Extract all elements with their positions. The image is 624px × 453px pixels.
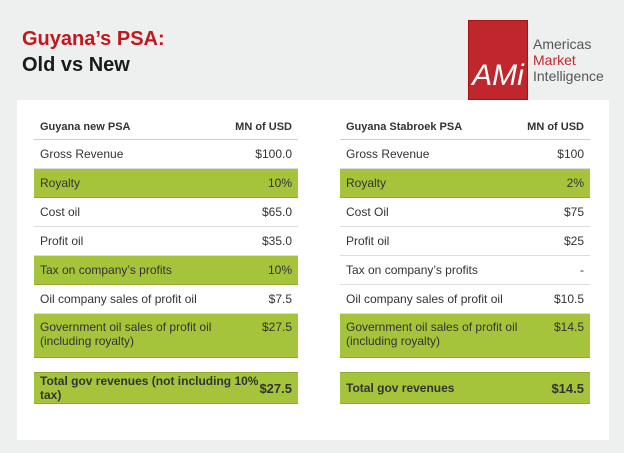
row-value: $100.0	[255, 147, 292, 161]
table-header: Guyana Stabroek PSA MN of USD	[340, 114, 590, 140]
row-value: $25	[563, 234, 584, 248]
row-label: Tax on company’s profits	[40, 263, 172, 277]
table-row: Cost Oil $75	[340, 198, 590, 227]
row-value: 10%	[267, 263, 292, 277]
logo-mark: AMi	[468, 20, 528, 100]
row-value: $14.5	[553, 320, 584, 334]
row-label: Royalty	[40, 176, 81, 190]
row-label: Government oil sales of profit oil (incl…	[40, 320, 212, 348]
title-line-1: Guyana’s PSA:	[22, 28, 165, 50]
page-title: Guyana’s PSA: Old vs New	[22, 26, 165, 78]
comparison-panel: Guyana new PSA MN of USD Gross Revenue $100…	[17, 100, 609, 440]
header-label: Guyana new PSA	[40, 120, 131, 133]
total-row: Total gov revenues (not including 10% ta…	[34, 372, 298, 404]
row-value: -	[580, 263, 584, 277]
table-row: Oil company sales of profit oil $7.5	[34, 285, 298, 314]
row-label: Gross Revenue	[40, 147, 124, 161]
row-value: 2%	[566, 176, 584, 190]
row-label: Oil company sales of profit oil	[346, 292, 503, 306]
header-label: Guyana Stabroek PSA	[346, 120, 463, 133]
row-label: Royalty	[346, 176, 387, 190]
row-label: Cost oil	[40, 205, 81, 219]
total-value: $14.5	[551, 380, 584, 396]
row-label: Cost Oil	[346, 205, 389, 219]
row-value: $35.0	[261, 234, 292, 248]
total-label: Total gov revenues	[346, 381, 455, 395]
table-row: Royalty 2%	[340, 169, 590, 198]
table-row: Government oil sales of profit oil (incl…	[34, 314, 298, 358]
row-value: 10%	[267, 176, 292, 190]
row-label: Profit oil	[40, 234, 84, 248]
row-label: Government oil sales of profit oil (incl…	[346, 320, 518, 348]
row-label: Tax on company’s profits	[346, 263, 478, 277]
row-value: $27.5	[261, 320, 292, 334]
logo-text-3: Intelligence	[533, 68, 604, 84]
row-label: Profit oil	[346, 234, 390, 248]
table-row: Oil company sales of profit oil $10.5	[340, 285, 590, 314]
table-row: Profit oil $35.0	[34, 227, 298, 256]
logo-text-2: Market	[533, 52, 576, 68]
row-label: Oil company sales of profit oil	[40, 292, 197, 306]
table-row: Government oil sales of profit oil (incl…	[340, 314, 590, 358]
total-value: $27.5	[259, 380, 292, 396]
table-row: Tax on company’s profits 10%	[34, 256, 298, 285]
row-value: $65.0	[261, 205, 292, 219]
row-value: $100	[557, 147, 584, 161]
table-row: Gross Revenue $100	[340, 140, 590, 169]
header-unit: MN of USD	[235, 120, 292, 133]
table-row: Cost oil $65.0	[34, 198, 298, 227]
table-row: Royalty 10%	[34, 169, 298, 198]
row-label: Gross Revenue	[346, 147, 430, 161]
title-line-2: Old vs New	[22, 54, 130, 76]
ami-logo: AMi Americas Market Intelligence	[468, 20, 604, 100]
row-value: $75	[563, 205, 584, 219]
table-row: Profit oil $25	[340, 227, 590, 256]
logo-text-1: Americas	[533, 36, 592, 52]
table-header: Guyana new PSA MN of USD	[34, 114, 298, 140]
table-stabroek-psa: Guyana Stabroek PSA MN of USD Gross Revenu…	[340, 114, 590, 404]
total-label: Total gov revenues (not including 10% ta…	[40, 374, 259, 402]
total-row: Total gov revenues $14.5	[340, 372, 590, 404]
header-unit: MN of USD	[527, 120, 584, 133]
table-new-psa: Guyana new PSA MN of USD Gross Revenue $100…	[34, 114, 298, 404]
row-value: $7.5	[268, 292, 292, 306]
row-value: $10.5	[553, 292, 584, 306]
table-row: Tax on company’s profits -	[340, 256, 590, 285]
table-row: Gross Revenue $100.0	[34, 140, 298, 169]
